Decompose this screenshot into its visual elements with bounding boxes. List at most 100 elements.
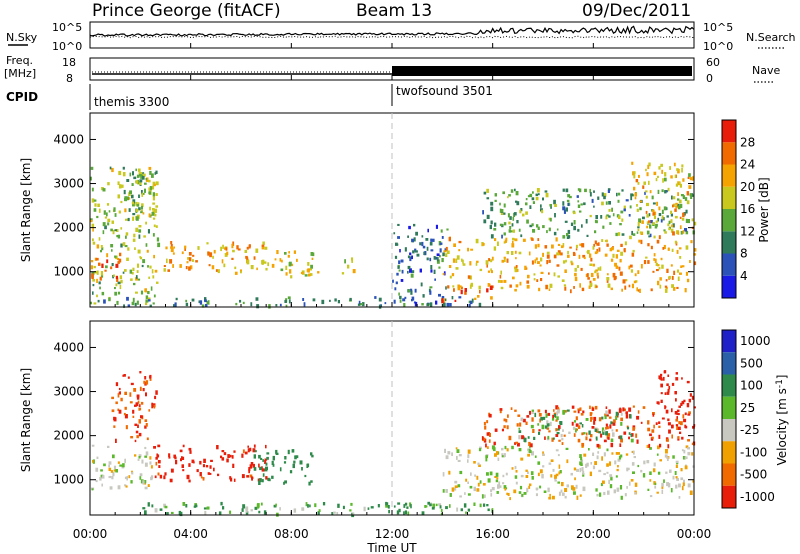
power-cell: [184, 245, 187, 249]
power-cell: [633, 174, 636, 179]
velocity-cell: [562, 409, 566, 414]
velocity-cell: [151, 404, 154, 409]
velocity-cell: [410, 504, 412, 509]
power-cell: [525, 198, 528, 201]
velocity-cell: [661, 482, 664, 487]
power-cell: [152, 302, 155, 305]
power-cell: [503, 241, 506, 244]
power-cell: [399, 295, 402, 300]
velocity-cell: [605, 426, 608, 430]
power-cell: [652, 202, 656, 205]
power-cell: [689, 177, 692, 181]
power-cell: [224, 253, 228, 257]
power-cell: [207, 300, 210, 305]
velocity-cell: [661, 489, 664, 494]
power-cell: [430, 238, 433, 242]
velocity-cell: [561, 442, 564, 445]
velocity-cell: [185, 504, 188, 508]
freq-label: Freq.: [6, 54, 33, 67]
power-cell: [414, 301, 418, 307]
power-cell: [317, 271, 320, 274]
power-cell: [660, 163, 663, 167]
velocity-cell: [590, 416, 593, 420]
velocity-cell: [485, 455, 488, 459]
velocity-cell: [136, 396, 140, 400]
power-cell: [152, 275, 155, 279]
power-cell: [429, 257, 432, 262]
power-cell: [204, 297, 207, 302]
velocity-cell: [675, 424, 679, 427]
velocity-cell: [603, 491, 606, 496]
power-cell: [448, 236, 451, 242]
velocity-cell: [573, 410, 577, 413]
power-cell: [679, 183, 682, 188]
power-cell: [470, 282, 474, 287]
velocity-cell: [263, 510, 267, 515]
velocity-cell: [259, 478, 262, 483]
power-cell: [658, 213, 662, 217]
power-cell: [558, 252, 561, 256]
power-cell: [590, 257, 593, 262]
velocity-cell: [574, 477, 576, 481]
velocity-cell: [229, 510, 232, 514]
power-cell: [95, 257, 99, 261]
power-cell: [504, 239, 507, 243]
power-cell: [499, 274, 502, 279]
power-cell: [244, 249, 248, 253]
velocity-cell: [149, 461, 152, 465]
power-cell: [461, 258, 463, 262]
velocity-colorbar-tick: 100: [740, 379, 763, 393]
velocity-cell: [154, 395, 157, 400]
power-cell: [288, 262, 292, 267]
power-cell: [515, 191, 519, 196]
power-colorbar-segment: [722, 231, 736, 254]
velocity-cell: [256, 504, 260, 509]
power-cell: [549, 217, 552, 222]
power-cell: [101, 291, 105, 296]
power-cell: [515, 284, 519, 288]
velocity-cell: [628, 407, 632, 412]
power-cell: [242, 301, 245, 305]
velocity-cell: [518, 491, 522, 494]
power-cell: [535, 257, 538, 261]
power-cell: [285, 304, 288, 308]
power-cell: [536, 279, 539, 282]
power-cell: [442, 298, 445, 303]
velocity-cell: [629, 414, 632, 419]
power-cell: [685, 209, 688, 214]
power-cell: [680, 231, 683, 235]
power-cell: [534, 244, 537, 249]
power-cell: [478, 285, 481, 290]
power-cell: [620, 251, 624, 256]
power-cell: [682, 212, 685, 218]
power-cell: [106, 212, 108, 217]
power-cell: [138, 234, 141, 239]
power-cell: [155, 170, 158, 174]
velocity-cell: [632, 427, 635, 431]
velocity-cell: [620, 417, 623, 422]
velocity-cell: [467, 454, 470, 459]
power-cell: [594, 230, 597, 234]
velocity-cell: [533, 436, 536, 440]
power-cell: [596, 243, 599, 246]
power-cell: [276, 250, 279, 255]
power-cell: [149, 170, 152, 175]
power-cell: [499, 223, 503, 227]
velocity-cell: [486, 446, 489, 449]
power-cell: [675, 205, 678, 209]
velocity-cell: [555, 473, 559, 477]
velocity-cell: [130, 382, 134, 386]
power-cell: [98, 208, 101, 213]
power-cell: [503, 256, 506, 259]
power-cell: [152, 208, 155, 211]
velocity-cell: [349, 509, 352, 512]
power-cell: [124, 245, 128, 248]
velocity-cell: [262, 459, 264, 462]
power-cell: [261, 244, 265, 247]
power-cell: [457, 287, 461, 291]
velocity-cell: [606, 434, 609, 439]
velocity-cell: [575, 484, 578, 489]
velocity-cell: [467, 508, 471, 512]
velocity-cell: [138, 419, 141, 424]
velocity-cell: [134, 454, 137, 457]
